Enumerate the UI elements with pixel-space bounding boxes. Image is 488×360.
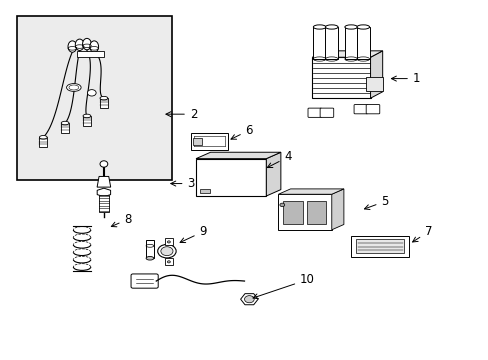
Ellipse shape bbox=[83, 114, 91, 118]
Text: 8: 8 bbox=[111, 213, 132, 227]
Bar bbox=[278, 194, 331, 230]
Ellipse shape bbox=[61, 121, 69, 125]
Bar bbox=[283, 201, 302, 225]
Ellipse shape bbox=[100, 161, 107, 167]
Ellipse shape bbox=[66, 84, 81, 91]
Bar bbox=[344, 27, 357, 59]
Polygon shape bbox=[240, 294, 258, 305]
FancyBboxPatch shape bbox=[131, 274, 158, 288]
Bar bbox=[191, 133, 227, 150]
Bar bbox=[200, 189, 209, 193]
Ellipse shape bbox=[313, 25, 325, 29]
FancyBboxPatch shape bbox=[307, 108, 321, 117]
FancyBboxPatch shape bbox=[320, 108, 333, 117]
Bar bbox=[61, 123, 69, 133]
Ellipse shape bbox=[75, 39, 84, 50]
FancyBboxPatch shape bbox=[366, 104, 379, 114]
Polygon shape bbox=[331, 189, 343, 230]
Ellipse shape bbox=[161, 247, 173, 256]
Bar bbox=[164, 238, 173, 245]
Ellipse shape bbox=[279, 203, 284, 207]
Polygon shape bbox=[97, 176, 110, 187]
Bar bbox=[83, 116, 91, 126]
Text: 3: 3 bbox=[170, 177, 194, 190]
Polygon shape bbox=[278, 189, 343, 194]
Bar bbox=[100, 98, 107, 108]
Text: 2: 2 bbox=[165, 108, 197, 121]
Ellipse shape bbox=[146, 257, 154, 260]
Text: 6: 6 bbox=[230, 124, 253, 139]
Bar bbox=[313, 27, 325, 59]
Ellipse shape bbox=[90, 41, 99, 52]
Polygon shape bbox=[196, 152, 280, 159]
Ellipse shape bbox=[40, 135, 47, 139]
Bar bbox=[146, 240, 154, 258]
Ellipse shape bbox=[325, 25, 337, 29]
Ellipse shape bbox=[100, 96, 107, 100]
Text: 7: 7 bbox=[412, 225, 431, 242]
Ellipse shape bbox=[158, 244, 176, 258]
Bar bbox=[350, 236, 408, 257]
Text: 5: 5 bbox=[364, 195, 388, 210]
Bar bbox=[356, 27, 369, 59]
Ellipse shape bbox=[344, 25, 357, 29]
Ellipse shape bbox=[87, 90, 96, 96]
Bar bbox=[99, 195, 109, 212]
Bar bbox=[365, 77, 382, 91]
Bar bbox=[77, 51, 103, 57]
Polygon shape bbox=[312, 51, 382, 57]
Ellipse shape bbox=[82, 39, 91, 50]
Polygon shape bbox=[97, 188, 110, 197]
Ellipse shape bbox=[244, 296, 254, 303]
Bar bbox=[196, 159, 266, 196]
Ellipse shape bbox=[167, 241, 170, 243]
Text: 9: 9 bbox=[180, 225, 206, 243]
Polygon shape bbox=[266, 152, 280, 196]
Text: 4: 4 bbox=[267, 150, 291, 167]
Text: 1: 1 bbox=[390, 72, 420, 85]
Polygon shape bbox=[370, 51, 382, 98]
Text: 10: 10 bbox=[252, 273, 314, 299]
Bar bbox=[355, 239, 404, 253]
Bar bbox=[306, 201, 325, 225]
Bar bbox=[40, 137, 47, 147]
Polygon shape bbox=[312, 57, 370, 98]
Bar bbox=[325, 27, 337, 59]
Ellipse shape bbox=[356, 25, 369, 29]
Bar bbox=[164, 257, 173, 265]
FancyBboxPatch shape bbox=[353, 104, 367, 114]
Ellipse shape bbox=[167, 261, 170, 263]
Bar bbox=[193, 138, 202, 145]
Ellipse shape bbox=[68, 41, 77, 52]
Bar bbox=[17, 16, 171, 180]
